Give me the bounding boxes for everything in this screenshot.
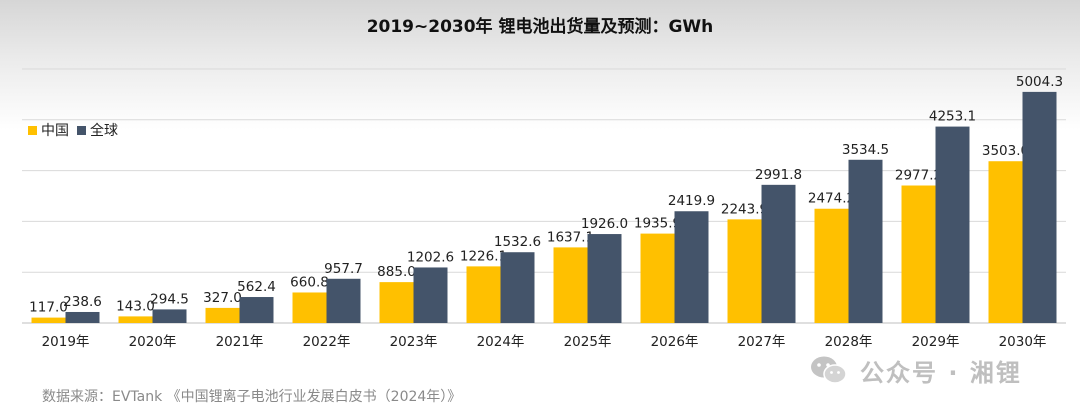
data-label-china: 327.0	[203, 290, 242, 306]
data-label-china: 885.0	[377, 264, 416, 280]
bar-china	[31, 317, 66, 323]
x-tick-label: 2024年	[477, 334, 525, 350]
data-label-china: 143.0	[116, 298, 155, 314]
legend-swatch-global	[77, 125, 86, 135]
bar-global	[1022, 91, 1057, 323]
bar-china	[205, 307, 240, 323]
data-label-global: 4253.1	[929, 109, 976, 125]
data-label-global: 2991.8	[755, 167, 802, 183]
x-tick-label: 2020年	[129, 334, 177, 350]
x-tick-label: 2029年	[912, 334, 960, 350]
chart-title: 2019~2030年 锂电池出货量及预测：GWh	[366, 17, 714, 37]
x-tick-label: 2027年	[738, 334, 786, 350]
bar-global	[761, 184, 796, 323]
data-label-global: 238.6	[63, 294, 102, 310]
data-label-china: 1637.1	[547, 229, 594, 245]
data-label-global: 3534.5	[842, 142, 889, 158]
data-label-global: 957.7	[324, 261, 363, 277]
legend-item-global: 全球	[77, 120, 118, 140]
legend-label-global: 全球	[90, 123, 118, 139]
data-label-global: 562.4	[237, 279, 276, 295]
bar-china	[553, 247, 588, 323]
bar-china	[640, 233, 675, 323]
bar-china	[988, 161, 1023, 323]
bar-global	[413, 267, 448, 323]
x-tick-label: 2022年	[303, 334, 351, 350]
data-label-china: 2243.9	[721, 201, 768, 217]
legend-swatch-china	[28, 125, 37, 135]
x-tick-label: 2028年	[825, 334, 873, 350]
watermark: 公众号 · 湘锂	[810, 350, 1022, 390]
bar-global	[587, 234, 622, 323]
legend-label-china: 中国	[41, 123, 69, 139]
x-tick-label: 2019年	[42, 334, 90, 350]
bar-global	[935, 126, 970, 323]
data-label-china: 2474.2	[808, 191, 855, 207]
x-tick-label: 2026年	[651, 334, 699, 350]
bar-china	[901, 185, 936, 323]
data-label-global: 1202.6	[407, 249, 454, 265]
data-label-china: 1226.1	[460, 248, 507, 264]
bar-china	[379, 282, 414, 323]
bar-global	[239, 297, 274, 323]
source-note: 数据来源：EVTank 《中国锂离子电池行业发展白皮书（2024年）》	[42, 389, 462, 405]
bar-global	[848, 159, 883, 323]
data-label-china: 1935.9	[634, 216, 681, 232]
legend: 中国 全球	[28, 120, 126, 140]
x-tick-label: 2023年	[390, 334, 438, 350]
bar-global	[65, 311, 100, 323]
bar-china	[292, 292, 327, 323]
data-label-china: 660.8	[290, 274, 329, 290]
bar-china	[118, 316, 153, 323]
data-label-global: 5004.3	[1016, 74, 1063, 90]
watermark-text: 公众号 · 湘锂	[860, 358, 1022, 387]
x-tick-label: 2021年	[216, 334, 264, 350]
bar-china	[814, 208, 849, 323]
wechat-icon	[810, 355, 848, 385]
data-label-global: 1532.6	[494, 234, 541, 250]
x-tick-label: 2030年	[999, 334, 1047, 350]
data-label-china: 3503.0	[982, 143, 1029, 159]
data-label-global: 2419.9	[668, 193, 715, 209]
bar-global	[326, 278, 361, 323]
data-label-global: 1926.0	[581, 216, 628, 232]
bar-global	[674, 211, 709, 323]
bar-china	[727, 219, 762, 323]
x-tick-label: 2025年	[564, 334, 612, 350]
data-label-china: 117.0	[29, 300, 68, 316]
bar-global	[152, 309, 187, 323]
bar-global	[500, 252, 535, 323]
legend-item-china: 中国	[28, 120, 69, 140]
data-label-china: 2977.2	[895, 168, 942, 184]
bar-china	[466, 266, 501, 323]
data-label-global: 294.5	[150, 291, 189, 307]
